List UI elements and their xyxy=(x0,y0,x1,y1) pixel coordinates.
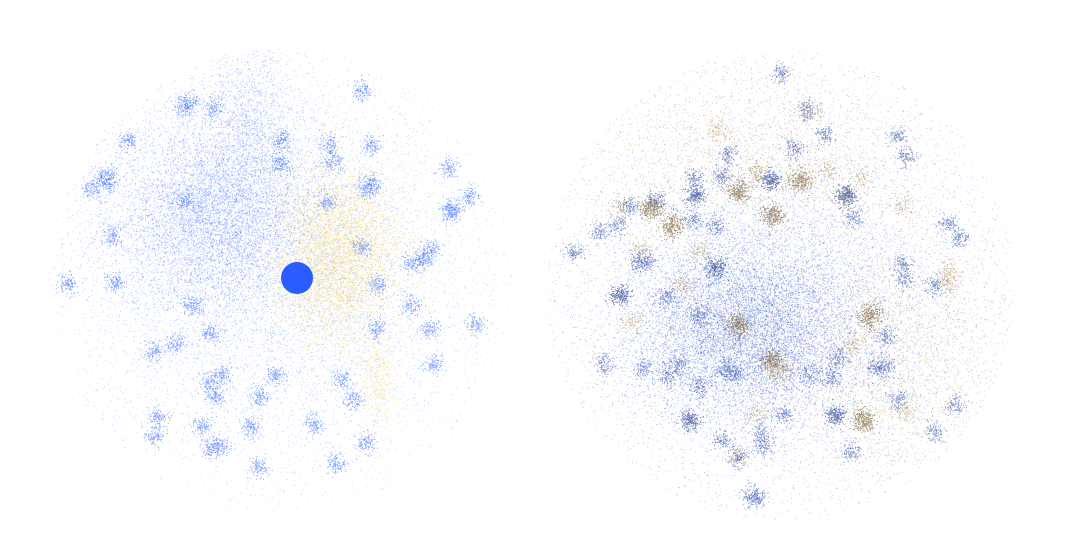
left-network xyxy=(48,49,512,510)
hub-node xyxy=(281,262,313,294)
navy-cluster xyxy=(821,399,853,430)
core xyxy=(62,85,351,354)
yellow-region xyxy=(238,132,470,384)
right-network xyxy=(548,51,1015,520)
brown-cluster xyxy=(757,347,794,380)
haze xyxy=(78,60,505,501)
cluster xyxy=(632,345,908,414)
yellow-tail xyxy=(352,304,409,453)
brown-cluster xyxy=(719,305,753,345)
navy-cluster xyxy=(606,283,633,309)
brown-cluster xyxy=(636,190,670,225)
navy-cluster xyxy=(674,407,706,435)
brown-cluster xyxy=(754,200,791,236)
core xyxy=(599,197,933,454)
core xyxy=(75,81,366,362)
brown-cluster xyxy=(721,170,754,207)
brown-cluster xyxy=(782,158,822,200)
brown-cluster xyxy=(851,297,890,333)
navy-cluster xyxy=(831,180,861,210)
brown-cluster xyxy=(845,399,881,434)
yellow-region xyxy=(238,103,434,370)
navy-cluster xyxy=(681,184,708,212)
core xyxy=(96,59,397,372)
navy-cluster xyxy=(756,167,783,198)
navy-cluster xyxy=(703,252,729,287)
